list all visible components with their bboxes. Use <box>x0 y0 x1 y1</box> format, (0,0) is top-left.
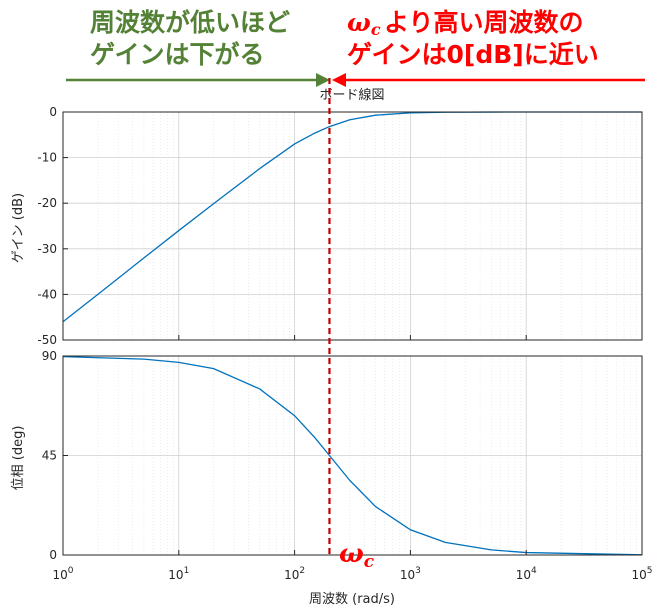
plot-area <box>63 112 642 340</box>
x-tick-label: 103 <box>400 566 421 582</box>
annotation-right-line2: ゲインは0[dB]に近い <box>347 40 599 69</box>
plot-title: ボード線図 <box>319 87 384 103</box>
data-series-line <box>62 356 643 556</box>
axes-frame <box>62 355 643 556</box>
x-tick-label: 101 <box>168 566 189 582</box>
y-tick-label: 0 <box>49 105 57 119</box>
annotation-right-line1: より高い周波数の <box>384 8 584 37</box>
y-tick-label: 45 <box>42 449 57 463</box>
x-axis-label: 周波数 (rad/s) <box>309 592 395 607</box>
gain-y-axis-label: ゲイン (dB) <box>11 193 26 263</box>
x-tick-label: 104 <box>516 566 537 582</box>
y-tick-label: 90 <box>42 349 57 363</box>
y-tick-label: -50 <box>37 333 57 347</box>
axes-frame <box>62 111 643 341</box>
x-tick-label: 105 <box>631 566 652 582</box>
y-tick-label: -20 <box>37 196 57 210</box>
annotation-left-line1: 周波数が低いほど <box>90 8 290 37</box>
green-arrow-head <box>316 73 330 87</box>
annotation-right-omega: ωc <box>347 8 381 39</box>
annotation-left-line2: ゲインは下がる <box>90 40 265 69</box>
y-tick-label: -40 <box>37 287 57 301</box>
gain-axes: 0 -10 -20 -30 -40 -50 <box>37 105 643 347</box>
phase-y-axis-label: 位相 (deg) <box>11 426 26 491</box>
omega-c-label: ωc <box>339 539 375 572</box>
red-arrow-head <box>332 73 346 87</box>
x-tick-label: 102 <box>284 566 305 582</box>
y-tick-label: -30 <box>37 242 57 256</box>
y-tick-label: 0 <box>49 548 57 562</box>
x-tick-label: 100 <box>52 566 73 582</box>
phase-axes: 90 45 0 100 101 102 103 104 105 <box>42 349 653 582</box>
y-tick-label: -10 <box>37 151 57 165</box>
